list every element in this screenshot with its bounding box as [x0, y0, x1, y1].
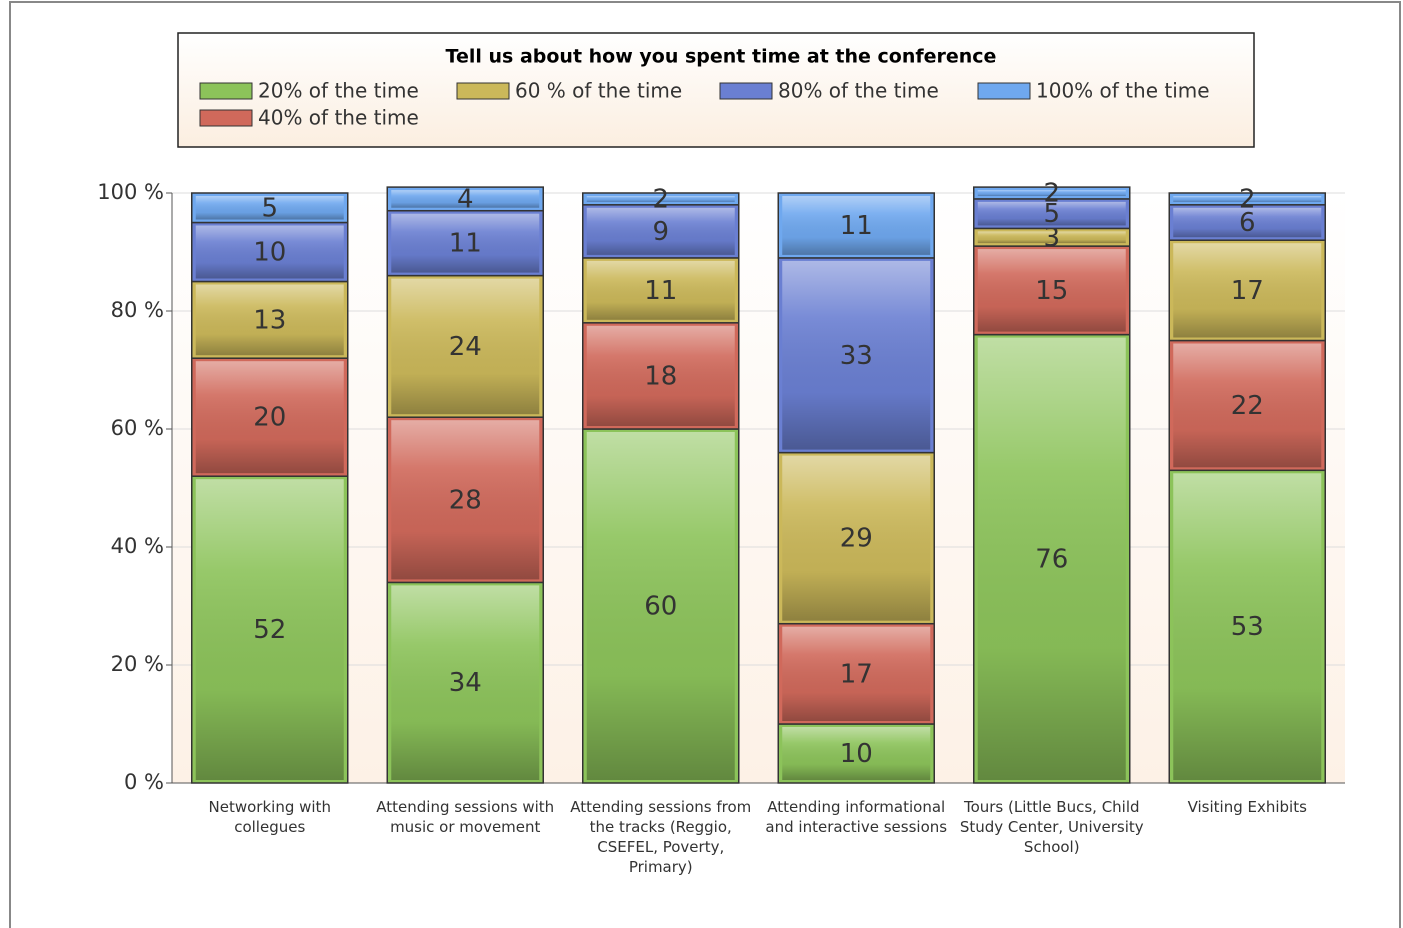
data-label: 29 — [840, 524, 873, 554]
bar-shine — [977, 249, 1126, 332]
bar-shine — [586, 207, 735, 255]
data-label: 24 — [449, 332, 482, 362]
legend-label: 20% of the time — [258, 79, 419, 103]
bar-shine — [1173, 473, 1322, 780]
page-border — [9, 1, 1401, 928]
data-label: 20 — [253, 403, 286, 433]
data-label: 10 — [840, 739, 873, 769]
y-tick-label: 40 % — [111, 534, 164, 558]
bar-shine — [586, 432, 735, 780]
bar-shine — [195, 284, 344, 356]
bar-shine — [1173, 196, 1322, 202]
data-label: 17 — [840, 659, 873, 689]
bar-shine — [586, 196, 735, 202]
x-tick-label: Attending sessions from the tracks (Regg… — [570, 798, 752, 876]
data-label: 53 — [1231, 612, 1264, 642]
y-tick-label: 80 % — [111, 298, 164, 322]
bar-shine — [782, 727, 931, 780]
legend-title: Tell us about how you spent time at the … — [446, 46, 997, 68]
data-label: 18 — [644, 361, 677, 391]
data-label: 33 — [840, 341, 873, 371]
x-tick-label: Attending informational and interactive … — [765, 798, 948, 836]
bar-shine — [1173, 243, 1322, 338]
bar-shine — [195, 196, 344, 220]
data-label: 5 — [1043, 199, 1060, 229]
x-tick-label: Attending sessions with music or movemen… — [376, 798, 555, 836]
legend-label: 60 % of the time — [515, 79, 682, 103]
bar-shine — [977, 337, 1126, 780]
legend-label: 40% of the time — [258, 106, 419, 130]
data-label: 76 — [1035, 544, 1068, 574]
bar-shine — [782, 260, 931, 450]
data-label: 34 — [449, 668, 482, 698]
data-label: 11 — [644, 276, 677, 306]
bar-shine — [1173, 207, 1322, 238]
data-label: 28 — [449, 485, 482, 515]
bar-shine — [782, 455, 931, 621]
bar-shine — [586, 260, 735, 320]
plot-area — [172, 193, 1345, 783]
data-label: 3 — [1043, 223, 1060, 253]
data-label: 11 — [449, 229, 482, 259]
legend-box — [177, 32, 1255, 148]
bar-shine — [391, 278, 540, 415]
bar-shine — [1173, 343, 1322, 468]
y-tick-label: 0 % — [124, 770, 164, 794]
y-tick-label: 20 % — [111, 652, 164, 676]
y-tick-label: 60 % — [111, 416, 164, 440]
data-label: 6 — [1239, 208, 1256, 238]
bar-shine — [195, 225, 344, 279]
data-label: 17 — [1231, 276, 1264, 306]
legend-swatch — [456, 82, 510, 100]
data-label: 9 — [652, 217, 669, 247]
data-label: 10 — [253, 238, 286, 268]
data-label: 60 — [644, 592, 677, 622]
bar-shine — [782, 626, 931, 721]
bar-shine — [195, 479, 344, 780]
bar-shine — [391, 213, 540, 273]
legend-swatch — [977, 82, 1031, 100]
legend-swatch — [199, 82, 253, 100]
legend-swatch — [719, 82, 773, 100]
data-label: 15 — [1035, 276, 1068, 306]
data-label: 52 — [253, 615, 286, 645]
data-label: 13 — [253, 305, 286, 335]
bar-shine — [391, 420, 540, 580]
data-label: 11 — [840, 211, 873, 241]
data-label: 2 — [1043, 179, 1060, 209]
legend-swatch — [199, 109, 253, 127]
bar-shine — [977, 231, 1126, 244]
bar-shine — [586, 325, 735, 426]
data-label: 22 — [1231, 391, 1264, 421]
bar-shine — [977, 190, 1126, 196]
data-label: 2 — [1239, 184, 1256, 214]
legend-label: 100% of the time — [1036, 79, 1210, 103]
y-tick-label: 100 % — [97, 180, 164, 204]
data-label: 2 — [652, 184, 669, 214]
bar-shine — [391, 585, 540, 780]
x-tick-label: Tours (Little Bucs, Child Study Center, … — [959, 798, 1144, 856]
data-label: 5 — [261, 193, 278, 223]
bar-shine — [391, 190, 540, 208]
bar-shine — [977, 201, 1126, 226]
bar-shine — [195, 361, 344, 474]
x-tick-label: Visiting Exhibits — [1187, 798, 1307, 816]
x-tick-label: Networking with collegues — [208, 798, 331, 836]
data-label: 4 — [457, 184, 474, 214]
legend-label: 80% of the time — [778, 79, 939, 103]
bar-shine — [782, 196, 931, 255]
